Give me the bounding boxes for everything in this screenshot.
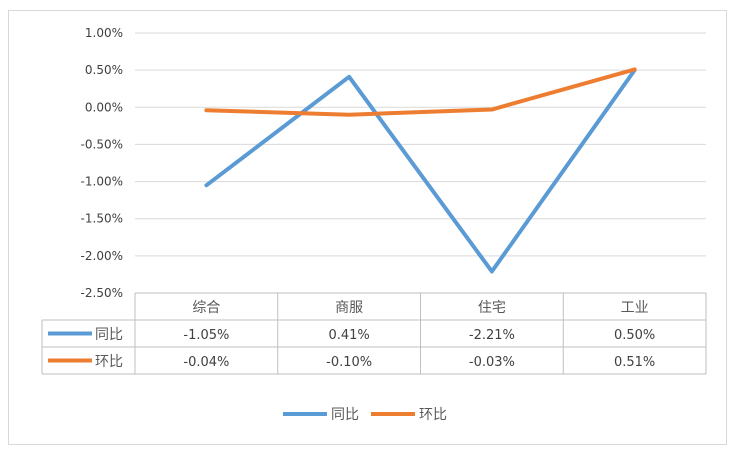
y-tick-label: -1.00% — [81, 175, 123, 189]
gridlines — [135, 32, 706, 257]
chart-border — [8, 10, 727, 445]
y-tick-label: -0.50% — [81, 137, 123, 151]
table-cell-value: 0.50% — [614, 328, 655, 343]
y-tick-label: 0.50% — [85, 63, 123, 77]
category-label: 商服 — [335, 300, 363, 316]
category-label: 工业 — [621, 300, 649, 316]
series-line-2 — [204, 67, 637, 117]
y-tick-label: 0.00% — [85, 100, 123, 114]
table-cell-value: -0.03% — [469, 355, 515, 370]
series-line-1 — [204, 68, 637, 274]
y-tick-label: -1.50% — [81, 212, 123, 226]
category-label: 综合 — [192, 300, 220, 316]
table-cell-value: 0.41% — [328, 328, 369, 343]
y-tick-label: -2.00% — [81, 249, 123, 263]
table-cell-value: -2.21% — [469, 328, 515, 343]
y-tick-label: 1.00% — [85, 26, 123, 40]
legend-label: 环比 — [419, 407, 447, 423]
table-series-name: 环比 — [95, 354, 123, 370]
category-label: 住宅 — [478, 300, 506, 316]
legend: 同比 环比 — [283, 407, 447, 423]
y-tick-label: -2.50% — [81, 286, 123, 300]
series-lines — [204, 67, 637, 274]
table-series-name: 同比 — [95, 327, 123, 343]
table-cell-value: 0.51% — [614, 355, 655, 370]
y-axis-ticks: 1.00% 0.50% 0.00% -0.50% -1.00% -1.50% -2.00% -… — [81, 26, 123, 300]
table-cell-value: -0.10% — [326, 355, 372, 370]
table-cell-value: -0.04% — [183, 355, 229, 370]
legend-label: 同比 — [331, 407, 359, 423]
table-cell-value: -1.05% — [183, 328, 229, 343]
